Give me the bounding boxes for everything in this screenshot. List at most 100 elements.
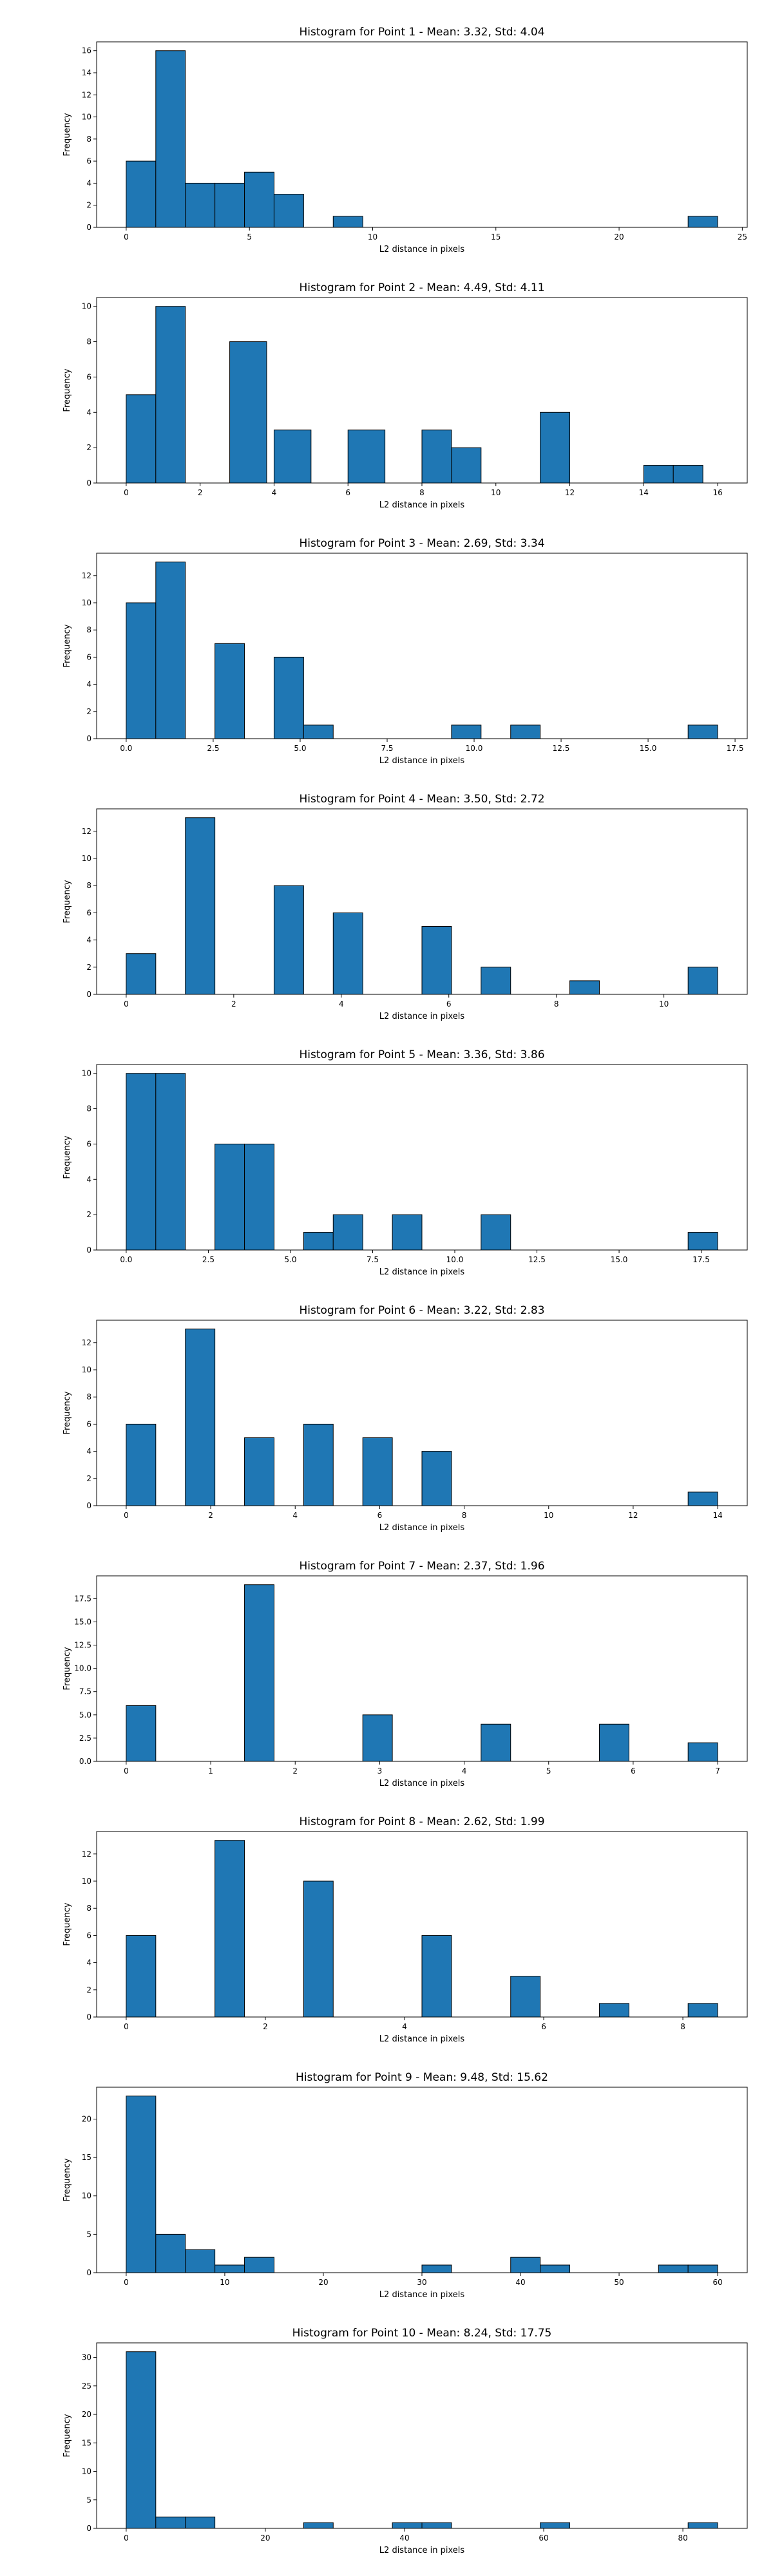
y-tick-label: 12 [82,1338,91,1347]
y-tick-label: 8 [86,135,91,144]
x-tick-label: 2.5 [202,1255,215,1264]
x-tick-label: 7 [715,1766,720,1776]
x-tick-label: 8 [680,2022,685,2031]
histogram-panel: Histogram for Point 8 - Mean: 2.62, Std:… [62,1815,748,2044]
y-tick-label: 4 [86,1958,91,1967]
y-tick-label: 0 [86,478,91,488]
histogram-panel: Histogram for Point 10 - Mean: 8.24, Std… [62,2327,748,2555]
histogram-panel: Histogram for Point 3 - Mean: 2.69, Std:… [62,537,748,766]
y-tick-label: 15 [82,2438,91,2447]
x-tick-label: 50 [614,2278,624,2287]
x-tick-label: 60 [712,2278,722,2287]
y-tick-label: 6 [86,652,91,661]
histogram-panel: Histogram for Point 2 - Mean: 4.49, Std:… [62,281,748,510]
y-tick-label: 17.5 [74,1594,91,1603]
chart-title: Histogram for Point 8 - Mean: 2.62, Std:… [299,1815,544,1828]
y-tick-label: 6 [86,372,91,381]
histogram-bar [303,1880,334,2018]
histogram-bar [155,2233,186,2273]
x-tick-label: 12.5 [528,1255,546,1264]
y-tick-label: 12 [82,90,91,99]
x-tick-label: 10 [544,1511,553,1520]
histogram-panel: Histogram for Point 6 - Mean: 3.22, Std:… [62,1304,748,1533]
y-tick-label: 10 [82,1069,91,1078]
y-tick-label: 6 [86,908,91,917]
histogram-bar [598,1723,629,1762]
y-tick-label: 2 [86,1210,91,1219]
y-tick-label: 2 [86,443,91,452]
y-tick-label: 2 [86,963,91,972]
y-tick-label: 10 [82,1877,91,1886]
y-tick-label: 10 [82,302,91,311]
chart-title: Histogram for Point 1 - Mean: 3.32, Std:… [299,26,544,39]
histogram-bar [273,430,312,484]
x-tick-label: 0.0 [120,1255,132,1264]
y-tick-label: 10 [82,1365,91,1374]
chart-title: Histogram for Point 7 - Mean: 2.37, Std:… [299,1560,544,1573]
chart-title: Histogram for Point 5 - Mean: 3.36, Std:… [299,1048,544,1061]
histogram-bar [598,2003,629,2018]
y-tick-label: 0 [86,734,91,743]
histogram-bar [126,602,157,739]
histogram-bar [155,306,186,484]
y-tick-label: 6 [86,1931,91,1940]
x-tick-label: 5.0 [284,1255,296,1264]
x-tick-label: 20 [318,2278,328,2287]
y-axis-label: Frequency [62,1647,72,1690]
y-tick-label: 14 [82,68,91,77]
histogram-bar [126,953,157,995]
x-axis-label: L2 distance in pixels [379,245,465,254]
chart-title: Histogram for Point 4 - Mean: 3.50, Std:… [299,793,544,806]
histogram-bar [244,1584,274,1762]
x-tick-label: 17.5 [727,744,744,753]
x-tick-label: 15.0 [611,1255,628,1264]
y-tick-label: 6 [86,1139,91,1148]
y-tick-label: 5 [86,2230,91,2239]
chart-title: Histogram for Point 2 - Mean: 4.49, Std:… [299,281,544,294]
y-tick-label: 2 [86,1985,91,1994]
x-tick-label: 2 [208,1511,213,1520]
x-tick-label: 0.0 [120,744,132,753]
histogram-bar [126,1705,157,1762]
histogram-bar [155,1073,186,1251]
y-axis-label: Frequency [62,1902,72,1946]
histogram-bar [303,2522,334,2529]
y-tick-label: 25 [82,2382,91,2391]
histogram-panel: Histogram for Point 7 - Mean: 2.37, Std:… [62,1560,748,1788]
x-tick-label: 10 [659,999,669,1009]
x-tick-label: 14 [712,1511,722,1520]
x-axis-label: L2 distance in pixels [379,2034,465,2044]
x-tick-label: 15 [491,232,501,242]
y-tick-label: 4 [86,1447,91,1456]
x-tick-label: 0 [124,2533,129,2543]
histogram-bar [510,2257,541,2273]
x-tick-label: 10 [220,2278,229,2287]
x-tick-label: 4 [462,1766,467,1776]
x-tick-label: 5 [247,232,252,242]
y-tick-label: 8 [86,1904,91,1913]
histogram-bar [126,160,157,228]
y-tick-label: 10 [82,854,91,863]
y-axis-label: Frequency [62,624,72,667]
y-tick-label: 2 [86,1474,91,1483]
y-tick-label: 16 [82,46,91,55]
histogram-panel: Histogram for Point 4 - Mean: 3.50, Std:… [62,793,748,1021]
y-tick-label: 10 [82,2467,91,2476]
x-tick-label: 2 [231,999,236,1009]
x-tick-label: 4 [402,2022,407,2031]
x-tick-label: 12.5 [553,744,570,753]
x-axis-label: L2 distance in pixels [379,2290,465,2300]
histogram-panel: Histogram for Point 9 - Mean: 9.48, Std:… [62,2071,748,2300]
y-tick-label: 20 [82,2114,91,2123]
histogram-bar [273,194,304,228]
y-tick-label: 0.0 [79,1757,91,1766]
x-axis-label: L2 distance in pixels [379,2546,465,2555]
histogram-bar [451,724,482,739]
histogram-bar [185,817,216,995]
y-tick-label: 10 [82,113,91,122]
histogram-bar [421,2522,452,2529]
y-tick-label: 2 [86,707,91,716]
x-tick-label: 14 [639,488,649,497]
x-tick-label: 10.0 [446,1255,464,1264]
x-tick-label: 10 [491,488,501,497]
